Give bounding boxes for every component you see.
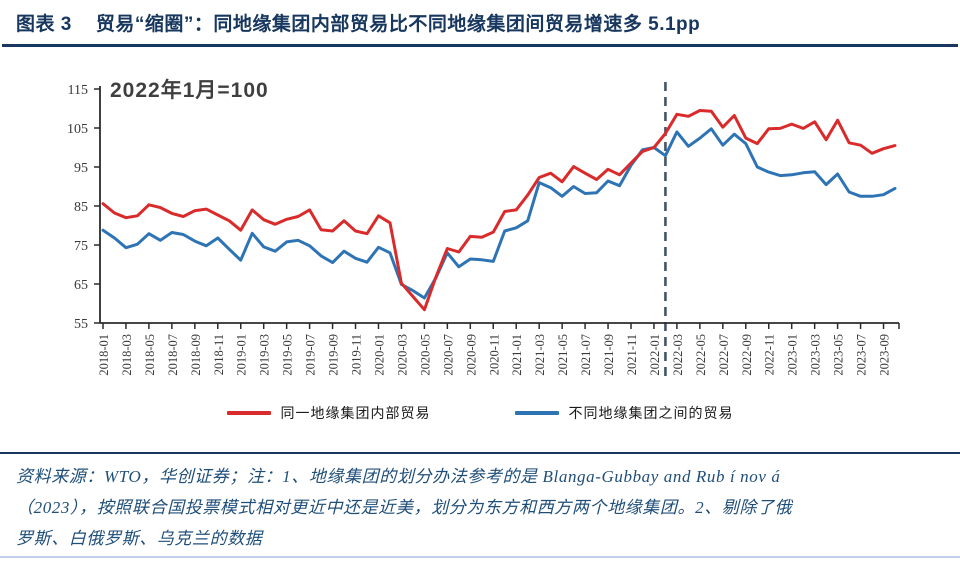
y-tick-label: 115 (68, 83, 88, 98)
x-tick-label: 2020-07 (441, 334, 455, 376)
legend-item-internal-trade: 同一地缘集团内部贸易 (226, 403, 431, 423)
legend-swatch-red-line (226, 411, 271, 415)
legend-label: 不同地缘集团之间的贸易 (568, 407, 734, 422)
x-tick-label: 2019-09 (327, 334, 341, 376)
x-tick-label: 2023-09 (878, 334, 892, 376)
title-divider (2, 44, 958, 47)
x-tick-label: 2022-07 (717, 334, 731, 376)
figure-title-text: 贸易“缩圈”：同地缘集团内部贸易比不同地缘集团间贸易增速多 5.1pp (95, 14, 701, 35)
x-tick-label: 2018-05 (143, 334, 157, 376)
source-note-line: （2023），按照联合国投票模式相对更近中还是近美，划分为东方和西方两个地缘集团… (16, 498, 793, 517)
footer-divider (0, 452, 960, 454)
y-tick-label: 105 (67, 122, 88, 137)
y-tick-label: 55 (74, 317, 88, 332)
figure-title: 图表 3 贸易“缩圈”：同地缘集团内部贸易比不同地缘集团间贸易增速多 5.1pp (16, 9, 950, 36)
x-tick-label: 2018-11 (212, 334, 226, 375)
figure-number: 图表 3 (16, 14, 72, 35)
y-tick-label: 65 (74, 278, 88, 293)
source-note-line: 罗斯、白俄罗斯、乌克兰的数据 (16, 529, 263, 548)
x-tick-label: 2019-07 (304, 334, 318, 376)
x-tick-label: 2020-05 (418, 334, 432, 376)
line-between-bloc-trade (101, 127, 897, 300)
trade-line-chart: 55 65 75 85 95 105 115 2018-01 2018-03 2018-05 201… (67, 78, 900, 378)
source-note-line: 资料来源：WTO，华创证券；注：1、地缘集团的划分办法参考的是 Blanga-G… (16, 467, 781, 486)
x-tick-label: 2022-11 (763, 334, 777, 375)
y-tick-label: 75 (74, 239, 88, 254)
x-tick-label: 2020-03 (395, 334, 409, 376)
x-tick-label: 2020-09 (464, 334, 478, 376)
x-tick-label: 2019-11 (350, 334, 364, 375)
bottom-divider (0, 556, 960, 558)
x-tick-label: 2023-07 (855, 334, 869, 376)
legend-swatch-blue-line (514, 411, 559, 415)
y-tick-label: 85 (74, 200, 88, 215)
x-tick-label: 2019-01 (235, 334, 249, 376)
source-note: 资料来源：WTO，华创证券；注：1、地缘集团的划分办法参考的是 Blanga-G… (16, 461, 946, 554)
x-tick-label: 2022-01 (648, 334, 662, 376)
x-tick-label: 2019-05 (281, 334, 295, 376)
legend-item-between-trade: 不同地缘集团之间的贸易 (514, 403, 734, 423)
line-internal-trade (101, 109, 897, 312)
x-tick-label: 2021-03 (533, 334, 547, 376)
x-tick-label: 2022-09 (740, 334, 754, 376)
x-tick-label: 2023-03 (809, 334, 823, 376)
x-tick-label: 2023-05 (832, 334, 846, 376)
x-tick-label: 2018-01 (97, 334, 111, 376)
x-tick-label: 2020-01 (372, 334, 386, 376)
x-tick-label: 2018-07 (166, 334, 180, 376)
x-tick-label: 2021-07 (579, 334, 593, 376)
x-tick-label: 2021-09 (602, 334, 616, 376)
x-tick-label: 2021-05 (556, 334, 570, 376)
x-tick-label: 2023-01 (786, 334, 800, 376)
chart-legend: 同一地缘集团内部贸易 不同地缘集团之间的贸易 (0, 403, 960, 423)
x-tick-label: 2021-01 (510, 334, 524, 376)
y-tick-label: 95 (74, 161, 88, 176)
x-tick-label: 2021-11 (625, 334, 639, 375)
x-tick-label: 2018-09 (189, 334, 203, 376)
x-tick-label: 2018-03 (120, 334, 134, 376)
x-tick-label: 2020-11 (487, 334, 501, 375)
x-tick-label: 2022-03 (671, 334, 685, 376)
x-tick-label: 2019-03 (258, 334, 272, 376)
index-base-annotation: 2022年1月=100 (110, 78, 269, 102)
legend-label: 同一地缘集团内部贸易 (280, 407, 431, 422)
x-tick-label: 2022-05 (694, 334, 708, 376)
